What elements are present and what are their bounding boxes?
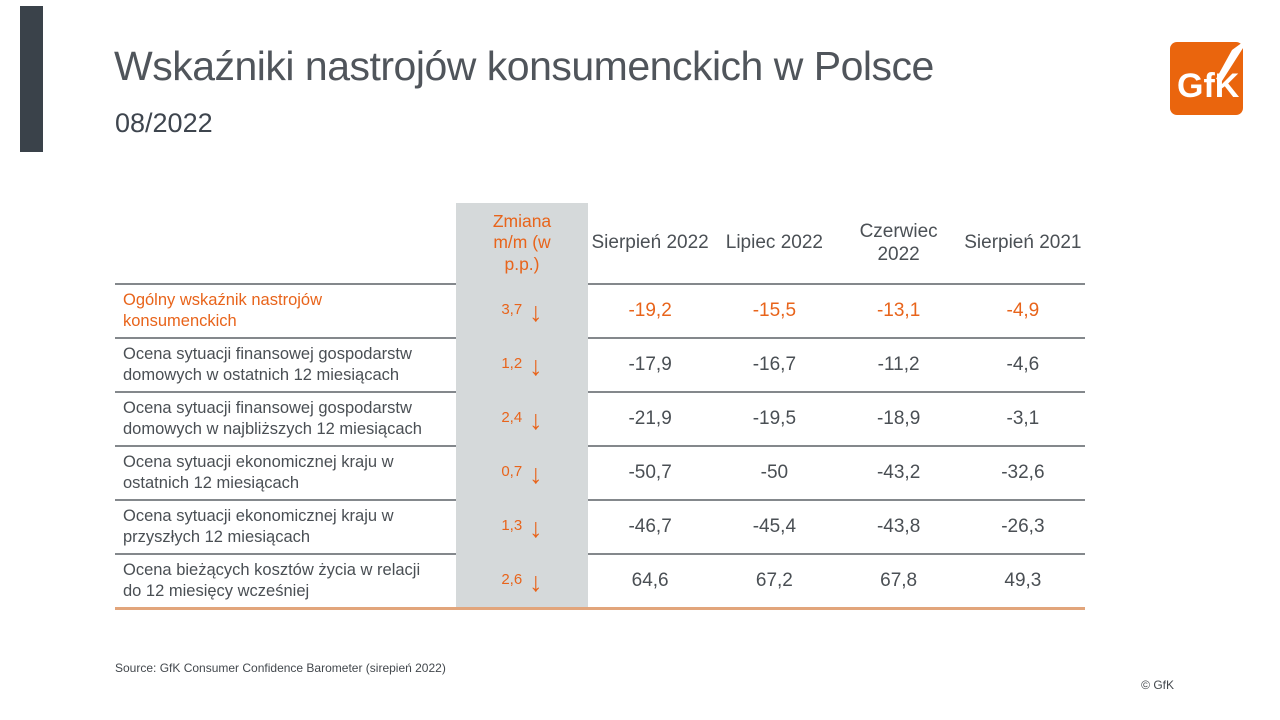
change-cell: 3,7 ↓ [456, 283, 588, 337]
change-cell: 2,6 ↓ [456, 553, 588, 607]
table-cell: -43,8 [836, 499, 961, 553]
table-cell: 67,2 [712, 553, 837, 607]
page-subtitle: 08/2022 [115, 108, 213, 138]
change-value: 2,6 [501, 570, 523, 588]
table-cell: -18,9 [836, 391, 961, 445]
table-cell: -43,2 [836, 445, 961, 499]
down-arrow-icon: ↓ [529, 296, 543, 327]
table-cell: -16,7 [712, 337, 837, 391]
table-cell: -50 [712, 445, 837, 499]
table-cell: -15,5 [712, 283, 837, 337]
row-label: Ocena sytuacji finansowej gospodarstw do… [115, 337, 456, 391]
down-arrow-icon: ↓ [529, 512, 543, 543]
table-cell: 64,6 [588, 553, 713, 607]
accent-bar [20, 6, 43, 152]
table-cell: -4,9 [960, 283, 1085, 337]
table-cell: -19,2 [588, 283, 713, 337]
change-value: 1,3 [501, 516, 523, 534]
change-value: 2,4 [501, 408, 523, 426]
down-arrow-icon: ↓ [529, 458, 543, 489]
table-corner-cell [115, 203, 456, 283]
change-value: 3,7 [501, 300, 523, 318]
row-label: Ocena sytuacji finansowej gospodarstw do… [115, 391, 456, 445]
copyright-note: © GfK [1141, 678, 1174, 692]
down-arrow-icon: ↓ [529, 566, 543, 597]
down-arrow-icon: ↓ [529, 350, 543, 381]
change-value: 0,7 [501, 462, 523, 480]
down-arrow-icon: ↓ [529, 404, 543, 435]
col-header-aug-2021: Sierpień 2021 [964, 232, 1082, 254]
table-cell: -26,3 [960, 499, 1085, 553]
row-label: Ocena bieżących kosztów życia w relacji … [115, 553, 456, 607]
table-cell: 67,8 [836, 553, 961, 607]
table-cell: -46,7 [588, 499, 713, 553]
col-header-change: Zmiana m/m (w p.p.) [456, 203, 588, 283]
col-header-jul-2022: Lipiec 2022 [725, 232, 823, 254]
table-cell: -4,6 [960, 337, 1085, 391]
gfk-logo-icon: GfK [1170, 42, 1243, 115]
change-value: 1,2 [501, 354, 523, 372]
table-bottom-border [115, 607, 1085, 610]
table-cell: -19,5 [712, 391, 837, 445]
table-cell: -45,4 [712, 499, 837, 553]
row-label: Ocena sytuacji ekonomicznej kraju w osta… [115, 445, 456, 499]
source-note: Source: GfK Consumer Confidence Baromete… [115, 661, 446, 675]
col-header-aug-2022: Sierpień 2022 [591, 232, 709, 254]
table-cell: -50,7 [588, 445, 713, 499]
col-header-jun-2022: Czerwiec 2022 [859, 220, 938, 265]
change-cell: 0,7 ↓ [456, 445, 588, 499]
table-cell: -21,9 [588, 391, 713, 445]
page-title: Wskaźniki nastrojów konsumenckich w Pols… [114, 43, 934, 89]
change-cell: 1,2 ↓ [456, 337, 588, 391]
gfk-logo-text: GfK [1177, 67, 1240, 105]
table-cell: -13,1 [836, 283, 961, 337]
change-cell: 1,3 ↓ [456, 499, 588, 553]
change-cell: 2,4 ↓ [456, 391, 588, 445]
table-cell: 49,3 [960, 553, 1085, 607]
table-cell: -3,1 [960, 391, 1085, 445]
row-label: Ogólny wskaźnik nastrojów konsumenckich [115, 283, 456, 337]
table-cell: -17,9 [588, 337, 713, 391]
row-label: Ocena sytuacji ekonomicznej kraju w przy… [115, 499, 456, 553]
table-cell: -11,2 [836, 337, 961, 391]
indicators-table: Zmiana m/m (w p.p.) Sierpień 2022 Lipiec… [115, 203, 1085, 610]
table-cell: -32,6 [960, 445, 1085, 499]
